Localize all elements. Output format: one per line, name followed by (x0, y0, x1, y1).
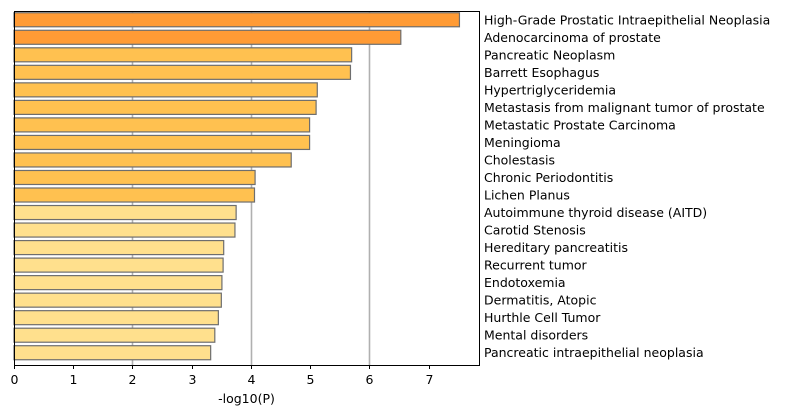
x-tick-label: 6 (366, 372, 374, 387)
category-label: Meningioma (484, 135, 561, 150)
bar (13, 47, 353, 63)
x-axis-ticks: 0 1 2 3 4 5 6 7 (11, 365, 434, 387)
bar (13, 187, 256, 203)
x-tick-label: 7 (426, 372, 434, 387)
bars (13, 12, 461, 361)
bar (13, 239, 225, 256)
category-label: Lichen Planus (484, 188, 570, 203)
category-label: Dermatitis, Atopic (484, 293, 597, 308)
category-labels: High-Grade Prostatic Intraepithelial Neo… (484, 12, 770, 360)
x-axis-title: -log10(P) (218, 391, 275, 406)
bar (13, 169, 256, 186)
bar (13, 345, 212, 361)
x-tick-label: 5 (307, 372, 315, 387)
bar (13, 327, 216, 343)
category-label: Barrett Esophagus (484, 65, 599, 80)
category-label: Pancreatic Neoplasm (484, 47, 615, 62)
bar (13, 204, 237, 221)
bar (13, 275, 223, 291)
x-tick-label: 3 (189, 372, 197, 387)
bar (13, 82, 318, 98)
bar (13, 222, 236, 238)
bar (13, 134, 311, 151)
bar (13, 12, 461, 28)
category-label: Carotid Stenosis (484, 223, 586, 238)
category-label: Adenocarcinoma of prostate (484, 30, 661, 45)
x-tick-label: 4 (248, 372, 256, 387)
category-label: Metastatic Prostate Carcinoma (484, 117, 676, 132)
x-tick-label: 2 (129, 372, 137, 387)
category-label: Cholestasis (484, 152, 555, 167)
x-tick-label: 1 (70, 372, 78, 387)
category-label: Endotoxemia (484, 275, 566, 290)
category-label: High-Grade Prostatic Intraepithelial Neo… (484, 12, 770, 27)
bar (13, 310, 219, 326)
category-label: Chronic Periodontitis (484, 170, 613, 185)
category-label: Metastasis from malignant tumor of prost… (484, 100, 765, 115)
category-label: Recurrent tumor (484, 258, 588, 273)
category-label: Pancreatic intraepithelial neoplasia (484, 345, 704, 360)
bar (13, 292, 222, 308)
bar (13, 257, 224, 273)
bar (13, 99, 317, 115)
category-label: Mental disorders (484, 328, 588, 343)
x-tick-label: 0 (11, 372, 19, 387)
plot-frame (14, 11, 480, 366)
bar (13, 64, 352, 80)
category-label: Hypertriglyceridemia (484, 82, 616, 97)
category-label: Hereditary pancreatitis (484, 240, 628, 255)
category-label: Hurthle Cell Tumor (484, 310, 601, 325)
category-label: Autoimmune thyroid disease (AITD) (484, 205, 707, 220)
bar (13, 152, 292, 168)
bar (13, 29, 402, 45)
bar (13, 117, 311, 133)
